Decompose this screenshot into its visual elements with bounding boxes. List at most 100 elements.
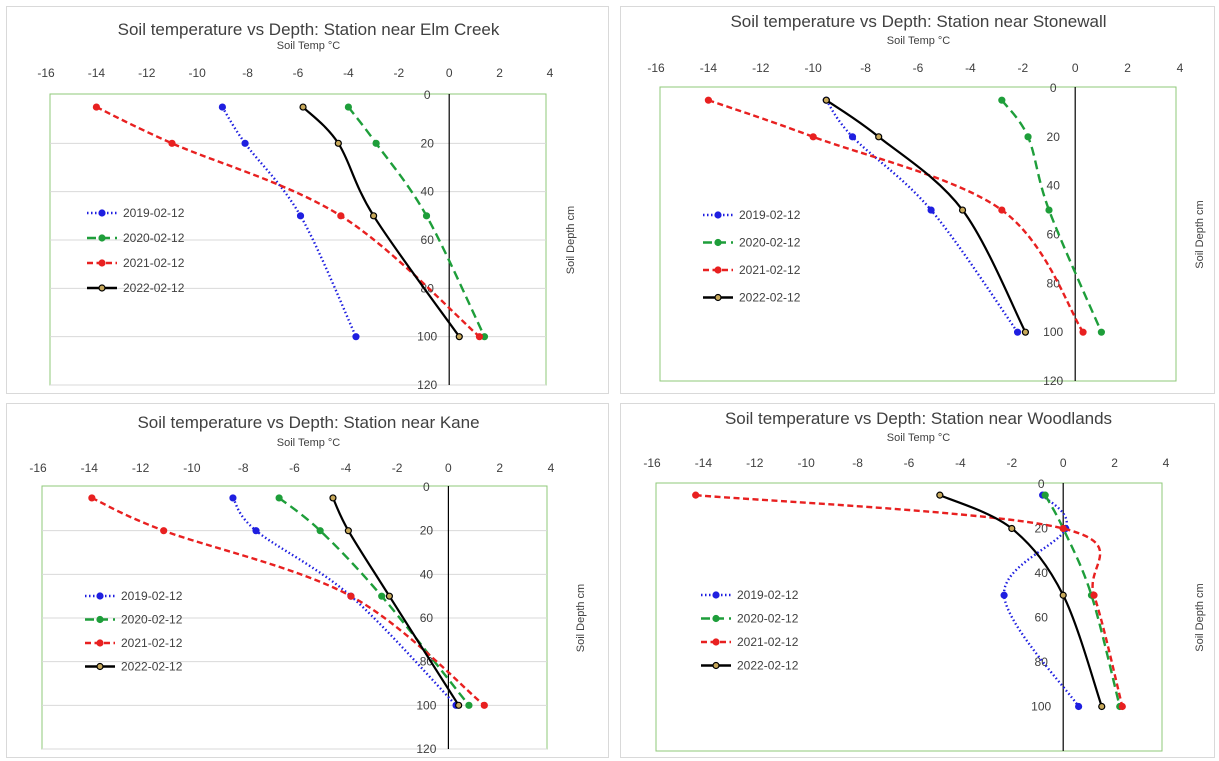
legend-label: 2020-02-12 <box>739 236 801 250</box>
legend-swatch-marker <box>98 209 106 217</box>
y-tick-label: 0 <box>1050 81 1057 95</box>
legend-label: 2021-02-12 <box>123 256 185 270</box>
data-point <box>252 527 260 535</box>
data-point <box>92 103 101 111</box>
legend-label: 2020-02-12 <box>737 612 799 626</box>
x-axis-label: Soil Temp °C <box>277 40 341 52</box>
y-tick-label: 0 <box>423 480 430 494</box>
legend-swatch-marker <box>96 662 104 671</box>
plot-area-border <box>659 86 1177 382</box>
data-point <box>316 527 324 535</box>
x-tick-label: -12 <box>752 61 770 75</box>
data-point <box>372 139 380 147</box>
chart-title: Soil temperature vs Depth: Station near … <box>730 12 1106 31</box>
legend-swatch-marker <box>96 615 104 624</box>
x-tick-label: -4 <box>340 461 351 475</box>
y-tick-label: 40 <box>421 185 435 199</box>
chart-panel-kane: Soil temperature vs Depth: Station near … <box>6 403 609 758</box>
x-tick-label: -8 <box>242 66 253 80</box>
x-tick-label: -10 <box>805 61 823 75</box>
data-point <box>1000 591 1008 599</box>
x-tick-label: 4 <box>1163 456 1170 470</box>
data-point <box>1021 328 1030 336</box>
x-tick-label: -8 <box>238 461 249 475</box>
data-point <box>1090 591 1098 599</box>
data-point <box>809 133 817 141</box>
data-point <box>692 491 700 499</box>
x-tick-label: 4 <box>547 66 554 80</box>
y-tick-label: 60 <box>421 233 435 247</box>
legend-swatch-marker <box>98 259 106 267</box>
x-tick-label: -16 <box>643 456 661 470</box>
data-point <box>344 527 352 535</box>
data-point <box>455 333 463 341</box>
data-point <box>370 212 378 220</box>
data-point <box>1097 328 1105 336</box>
x-tick-label: -6 <box>293 66 304 80</box>
series-line <box>91 496 486 707</box>
plot-area-border <box>655 482 1163 752</box>
x-tick-label: 0 <box>1060 456 1067 470</box>
data-point <box>1013 328 1022 336</box>
chart-svg: Soil temperature vs Depth: Station near … <box>647 12 1206 388</box>
data-point <box>998 206 1006 214</box>
y-tick-label: 100 <box>416 698 436 712</box>
x-tick-label: -2 <box>392 461 403 475</box>
legend-label: 2022-02-12 <box>737 659 799 673</box>
data-point <box>168 139 176 147</box>
x-tick-label: -12 <box>746 456 764 470</box>
data-point <box>1008 524 1016 533</box>
chart-title: Soil temperature vs Depth: Station near … <box>118 20 500 39</box>
x-tick-label: -8 <box>852 456 863 470</box>
data-point <box>241 139 249 147</box>
series-line <box>825 99 1027 333</box>
data-point <box>475 333 484 341</box>
y-tick-label: 100 <box>1031 700 1051 714</box>
legend-swatch-marker <box>712 638 720 646</box>
legend-swatch-marker <box>712 591 720 599</box>
legend-label: 2022-02-12 <box>739 291 801 305</box>
data-point <box>848 133 857 141</box>
x-tick-label: -6 <box>904 456 915 470</box>
x-tick-label: -14 <box>700 61 718 75</box>
data-point <box>998 96 1006 104</box>
x-axis-label: Soil Temp °C <box>277 437 341 449</box>
x-tick-label: -6 <box>913 61 924 75</box>
y-tick-label: 120 <box>417 378 437 392</box>
y-tick-label: 80 <box>1047 276 1061 290</box>
series-line <box>1044 494 1121 707</box>
series-line <box>825 99 1019 333</box>
data-point <box>455 701 463 709</box>
y-tick-label: 0 <box>424 88 431 102</box>
data-point <box>1075 702 1083 711</box>
data-point <box>378 592 386 600</box>
data-point <box>480 701 488 709</box>
data-point <box>1041 491 1049 499</box>
data-point <box>1059 591 1067 599</box>
data-point <box>352 333 360 341</box>
x-tick-label: -4 <box>955 456 966 470</box>
legend-label: 2021-02-12 <box>737 635 799 649</box>
series-line <box>302 106 461 338</box>
legend-swatch-marker <box>714 293 722 302</box>
x-tick-label: 0 <box>445 461 452 475</box>
y-tick-label: 100 <box>417 330 437 344</box>
y-tick-label: 0 <box>1038 477 1045 491</box>
x-tick-label: -8 <box>860 61 871 75</box>
x-tick-label: -14 <box>695 456 713 470</box>
x-tick-label: -2 <box>393 66 404 80</box>
legend-label: 2021-02-12 <box>121 636 183 650</box>
y-tick-label: 40 <box>1035 566 1049 580</box>
y-axis-label: Soil Depth cm <box>575 584 587 652</box>
data-point <box>296 212 305 220</box>
legend-swatch-marker <box>98 234 106 242</box>
y-tick-label: 120 <box>416 742 436 756</box>
x-tick-label: -12 <box>132 461 150 475</box>
data-point <box>329 494 337 502</box>
data-point <box>958 206 967 214</box>
legend-label: 2021-02-12 <box>739 263 801 277</box>
x-axis-label: Soil Temp °C <box>887 35 951 47</box>
x-tick-label: 2 <box>496 66 503 80</box>
series-line <box>695 493 1124 707</box>
y-axis-label: Soil Depth cm <box>1194 583 1206 651</box>
